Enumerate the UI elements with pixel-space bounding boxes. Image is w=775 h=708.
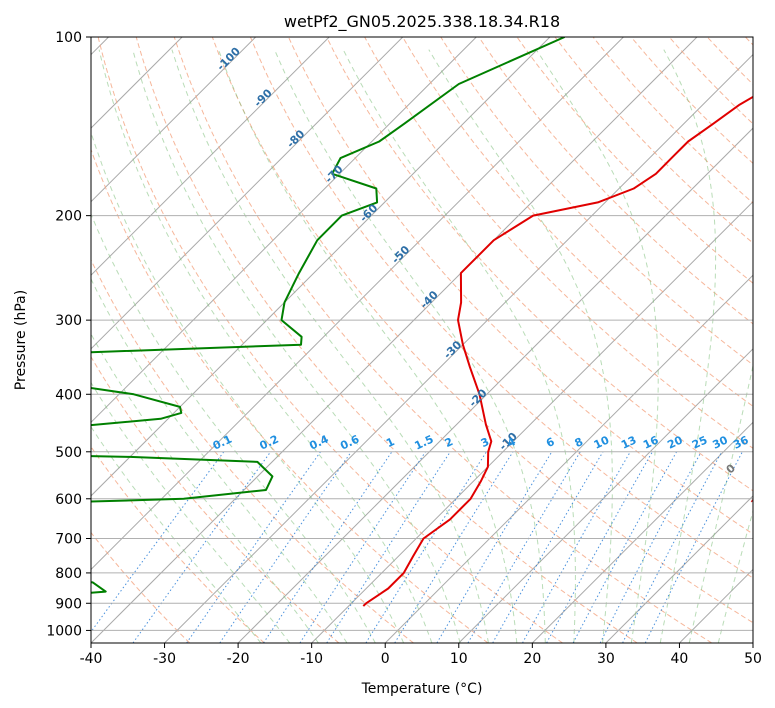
mixing-ratio-line (132, 451, 272, 643)
mixing-ratio-line (365, 451, 487, 643)
mixing-ratio-line (186, 451, 321, 643)
dry-adiabat-line (211, 37, 753, 624)
dewpoint-profile-line (91, 37, 566, 594)
mixing-ratio-line (299, 451, 426, 643)
isotherm-line (91, 37, 330, 276)
mixing-ratio-label: 13 (619, 433, 638, 451)
isotherm-line (91, 37, 698, 643)
x-tick-label: -10 (300, 651, 323, 667)
moist-adiabat-line (98, 49, 433, 643)
x-tick-label: -30 (153, 651, 176, 667)
y-axis-label: Pressure (hPa) (13, 290, 29, 390)
mixing-ratio-line (263, 451, 393, 643)
isotherm-line (91, 37, 551, 497)
isotherm-line (91, 37, 404, 350)
isotherm-line (605, 495, 753, 643)
y-tick-label: 200 (55, 209, 82, 225)
dry-adiabat-line (592, 37, 753, 204)
x-axis-label: Temperature (°C) (361, 681, 483, 697)
y-tick-label: 400 (55, 387, 82, 403)
x-tick-label: 50 (744, 651, 762, 667)
y-tick-label: 800 (55, 566, 82, 582)
dry-adiabat-line (91, 531, 191, 643)
background-lines (91, 37, 753, 643)
mixing-ratio-line (91, 451, 225, 633)
y-tick-label: 1000 (46, 623, 82, 639)
y-tick-label: 300 (55, 313, 82, 329)
isotherm-line (91, 37, 257, 203)
mixing-ratio-line (219, 451, 352, 643)
dry-adiabat-line (478, 37, 753, 325)
isotherm-line (237, 127, 753, 643)
moist-adiabat-line (91, 381, 291, 643)
moist-adiabat-label: 10 (748, 490, 768, 510)
mixing-ratio-line (599, 451, 702, 643)
isotherm-line (164, 53, 753, 643)
dry-adiabat-line (249, 37, 753, 579)
dry-adiabat-line (91, 258, 414, 643)
y-tick-label: 600 (55, 492, 82, 508)
moist-adiabat-line (132, 49, 461, 643)
mixing-ratio-label: 25 (690, 433, 709, 451)
moist-adiabat-line (91, 425, 262, 643)
mixing-ratio-label: 10 (592, 433, 612, 451)
x-tick-label: 30 (597, 651, 615, 667)
dry-adiabat-line (173, 37, 713, 643)
x-tick-label: 40 (671, 651, 689, 667)
x-tick-label: 0 (381, 651, 390, 667)
dry-adiabat-line (288, 37, 753, 535)
pressure-gridlines (91, 37, 753, 631)
mixing-ratio-label: 36 (731, 433, 751, 451)
isotherm-line (458, 348, 753, 643)
dry-adiabat-line (516, 37, 753, 284)
x-tick-label: 10 (450, 651, 468, 667)
y-tick-label: 700 (55, 532, 82, 548)
x-tick-label: -20 (227, 651, 250, 667)
moist-adiabat-line (342, 49, 576, 643)
dry-adiabat-line (364, 37, 753, 449)
moist-adiabat-line (91, 130, 405, 643)
y-tick-label: 100 (55, 30, 82, 46)
dry-adiabat-line (402, 37, 753, 407)
mixing-ratio-line (546, 451, 653, 643)
dry-adiabat-line (97, 37, 563, 643)
isotherm-line (384, 274, 753, 643)
dry-adiabat-line (326, 37, 753, 492)
isotherm-line (91, 37, 624, 571)
moist-adiabat-line (171, 49, 489, 643)
mixing-ratio-line (436, 451, 553, 643)
mixing-ratio-line (522, 451, 631, 643)
y-axis-ticks: 100 200 300 400 500 600 700 800 900 1000 (46, 30, 91, 639)
dry-adiabat-line (440, 37, 753, 366)
y-tick-label: 500 (55, 445, 82, 461)
x-axis-ticks: -40 -30 -20 -10 0 10 20 30 40 50 (80, 643, 762, 667)
moist-adiabat-line (91, 277, 348, 643)
plot-frame (90, 36, 754, 644)
dry-adiabat-line (91, 355, 340, 643)
mixing-ratio-label: 30 (711, 433, 731, 451)
y-tick-label: 900 (55, 596, 82, 612)
x-tick-label: 20 (523, 651, 541, 667)
moist-adiabat-line (274, 49, 546, 643)
dry-adiabat-line (91, 148, 489, 643)
mixing-ratio-label: 16 (641, 433, 661, 451)
profile-lines (91, 37, 753, 607)
chart-title: wetPf2_GN05.2025.338.18.34.R18 (284, 12, 560, 32)
mixing-ratio-line (572, 451, 678, 643)
mixing-ratio-line (326, 451, 451, 643)
moist-adiabat-line (428, 49, 613, 643)
moist-adiabat-line (659, 49, 717, 643)
mixing-ratio-label: 20 (665, 433, 685, 451)
isotherm-line (91, 37, 477, 424)
moist-adiabat-line (535, 49, 659, 643)
temperature-profile-line (362, 95, 753, 607)
x-tick-label: -40 (80, 651, 103, 667)
isotherm-line (531, 421, 753, 643)
